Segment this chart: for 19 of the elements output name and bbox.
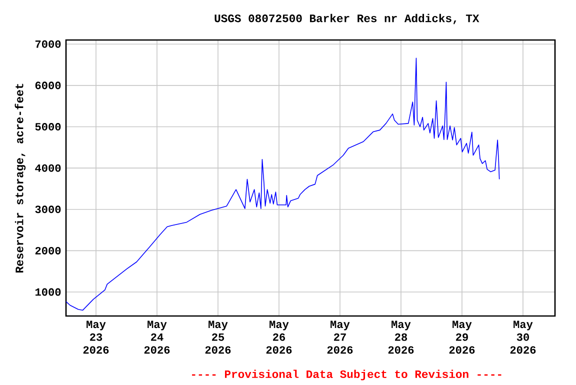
y-tick-label: 6000 — [35, 82, 61, 90]
y-tick-label: 7000 — [35, 40, 61, 48]
x-tick-label: May 23 2026 — [83, 320, 109, 354]
y-tick-label: 2000 — [35, 247, 61, 255]
y-axis-title: Reservoir storage, acre-feet — [14, 84, 26, 273]
x-tick-label: May 25 2026 — [205, 320, 231, 354]
x-tick-label: May 24 2026 — [144, 320, 170, 354]
x-tick-label: May 27 2026 — [327, 320, 353, 354]
line-series — [66, 58, 500, 311]
y-tick-label: 4000 — [35, 164, 61, 172]
y-tick-label: 1000 — [35, 288, 61, 296]
text: ---- Provisional Data Subject to Revision ---- — [192, 370, 502, 380]
x-tick-label: May 26 2026 — [266, 320, 292, 354]
x-tick-label: May 29 2026 — [449, 320, 475, 354]
y-tick-label: 5000 — [35, 123, 61, 131]
x-tick-label: May 28 2026 — [388, 320, 414, 354]
y-tick-label: 3000 — [35, 206, 61, 214]
chart-title: USGS 08072500 Barker Res nr Addicks, TX — [214, 14, 480, 24]
x-tick-label: May 30 2026 — [510, 320, 536, 354]
